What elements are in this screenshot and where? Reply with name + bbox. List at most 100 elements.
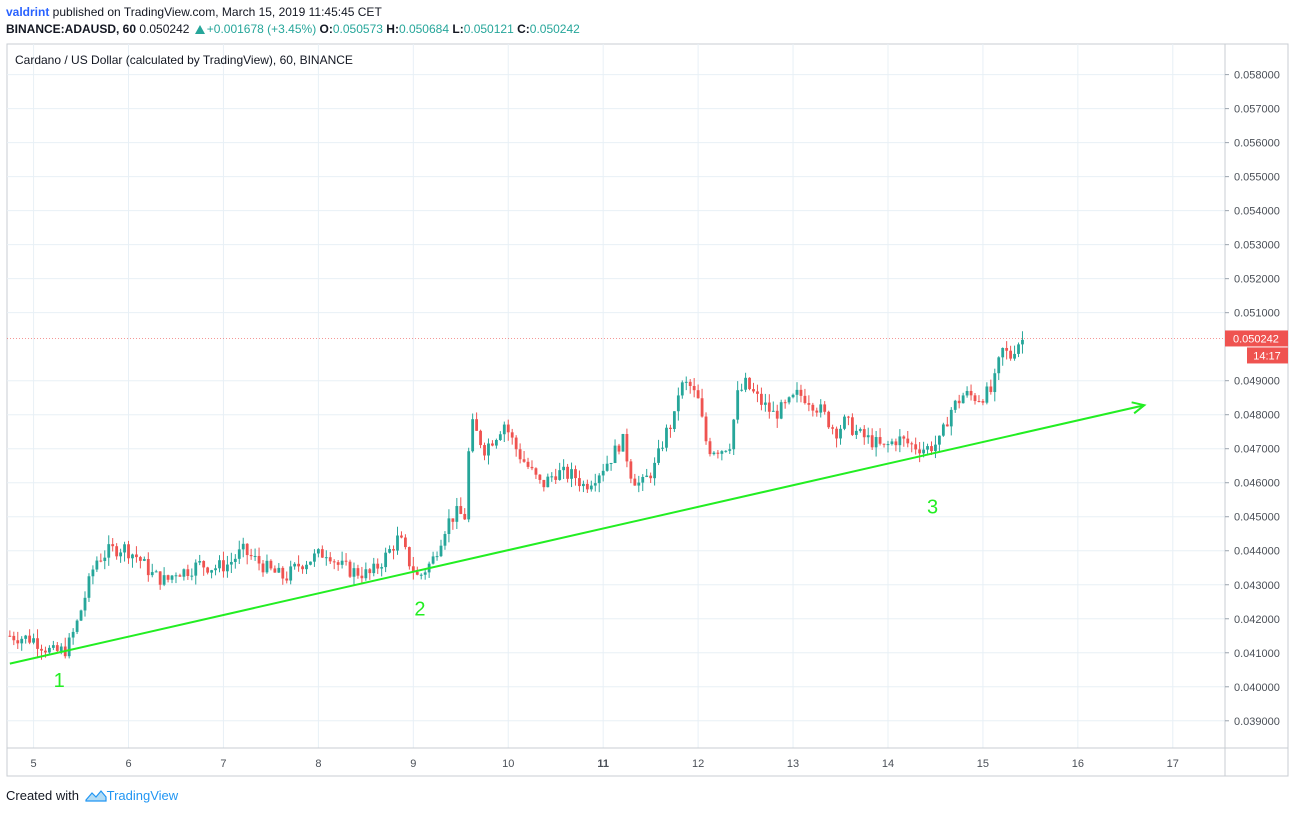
- candle-body: [736, 390, 740, 420]
- candle-body: [301, 566, 304, 570]
- candle-body: [289, 566, 293, 581]
- candle-body: [360, 575, 364, 579]
- candle-body: [336, 562, 340, 565]
- low-label: L:: [452, 22, 464, 36]
- last-price-tag: 0.050242 14:17: [7, 330, 1288, 364]
- candle-body: [285, 578, 289, 581]
- candle-body: [40, 648, 43, 651]
- candle-body: [926, 446, 929, 450]
- price-tick-label: 0.057000: [1234, 104, 1280, 116]
- candle-body: [538, 474, 542, 480]
- candle-body: [854, 430, 858, 435]
- price-tick-label: 0.053000: [1234, 240, 1280, 252]
- candle-body: [554, 476, 558, 480]
- candle-body: [138, 557, 142, 561]
- candle-body: [459, 506, 463, 514]
- candle-body: [724, 450, 728, 452]
- candle-body: [542, 479, 546, 488]
- candle-body: [894, 441, 898, 446]
- candle-body: [384, 552, 388, 568]
- price-axis[interactable]: 0.058000 0.057000 0.056000 0.055000 0.054000…: [1225, 70, 1280, 728]
- candle-body: [882, 443, 886, 445]
- touch-point-label: 2: [414, 598, 425, 620]
- candle-body: [815, 410, 819, 413]
- footer: Created with TradingView: [6, 788, 178, 803]
- candle-body: [625, 433, 629, 462]
- chart-frame: [6, 43, 1289, 777]
- open-label: O:: [319, 22, 333, 36]
- candle-body: [55, 645, 59, 651]
- candle-body: [111, 544, 115, 547]
- publish-date-text: published on TradingView.com, March 15, …: [49, 5, 382, 19]
- trendline-arrowhead-icon: [1131, 401, 1147, 415]
- candle-body: [447, 518, 451, 534]
- candle-body: [1021, 339, 1024, 345]
- candle-body: [59, 646, 63, 651]
- candle-body: [669, 427, 672, 430]
- candle-body: [182, 569, 186, 577]
- author-link[interactable]: valdrint: [6, 5, 50, 19]
- candle-body: [265, 560, 269, 573]
- candle-body: [601, 470, 605, 476]
- time-axis[interactable]: 5 6 7 8 9 10 11 12 13 14 15 16 17: [31, 758, 1179, 770]
- time-tick-label: 7: [220, 758, 226, 770]
- candle-body: [277, 567, 281, 573]
- candle-body: [993, 373, 997, 393]
- time-tick-label: 16: [1072, 758, 1084, 770]
- candle-body: [740, 389, 744, 391]
- candle-body: [550, 476, 554, 478]
- candle-body: [411, 566, 415, 572]
- trendline-segment[interactable]: [9, 404, 1145, 665]
- candle-body: [819, 404, 823, 413]
- candle-body: [32, 638, 35, 643]
- candle-body: [51, 645, 55, 648]
- candle-body: [866, 435, 870, 438]
- candle-body: [158, 571, 162, 585]
- tradingview-brand-link[interactable]: TradingView: [106, 788, 179, 803]
- candle-body: [712, 452, 716, 455]
- candle-body: [787, 397, 791, 403]
- price-tick-label: 0.047000: [1234, 444, 1280, 456]
- candle-body: [847, 416, 850, 418]
- candle-body: [688, 381, 692, 386]
- candle-body: [807, 403, 811, 405]
- price-tick-label: 0.058000: [1234, 70, 1280, 82]
- candle-body: [641, 476, 645, 483]
- candle-body: [150, 572, 154, 576]
- candle-body: [44, 650, 47, 653]
- candle-body: [562, 466, 566, 471]
- candle-body: [969, 390, 973, 396]
- candle-body: [324, 557, 328, 559]
- candle-body: [728, 449, 732, 451]
- candle-body: [1005, 347, 1009, 351]
- time-tick-label: 13: [787, 758, 799, 770]
- symbol-info-bar: BINANCE:ADAUSD, 60 0.050242 +0.001678 (+…: [6, 22, 580, 36]
- candle-body: [692, 385, 696, 391]
- candle-body: [237, 549, 241, 559]
- candle-body: [839, 428, 842, 439]
- candle-body: [210, 570, 213, 573]
- candle-body: [245, 543, 249, 556]
- candle-body: [708, 441, 712, 455]
- candle-body: [906, 438, 910, 444]
- price-tick-label: 0.046000: [1234, 478, 1280, 490]
- trendline[interactable]: [9, 401, 1147, 665]
- candle-body: [423, 572, 427, 575]
- candle-body: [103, 557, 107, 562]
- symbol-label[interactable]: BINANCE:ADAUSD, 60: [6, 22, 137, 36]
- candle-body: [1009, 350, 1013, 359]
- candle-body: [831, 427, 835, 429]
- candle-body: [763, 402, 767, 405]
- candle-body: [467, 451, 471, 520]
- price-tick-label: 0.052000: [1234, 274, 1280, 286]
- candle-body: [890, 441, 894, 445]
- candle-body: [154, 571, 158, 573]
- price-tick-label: 0.039000: [1234, 716, 1280, 728]
- candle-body: [451, 518, 455, 522]
- candle-body: [910, 443, 914, 445]
- candle-body: [316, 549, 320, 554]
- candle-body: [605, 463, 609, 471]
- candle-body: [178, 575, 182, 577]
- candle-body: [8, 635, 12, 637]
